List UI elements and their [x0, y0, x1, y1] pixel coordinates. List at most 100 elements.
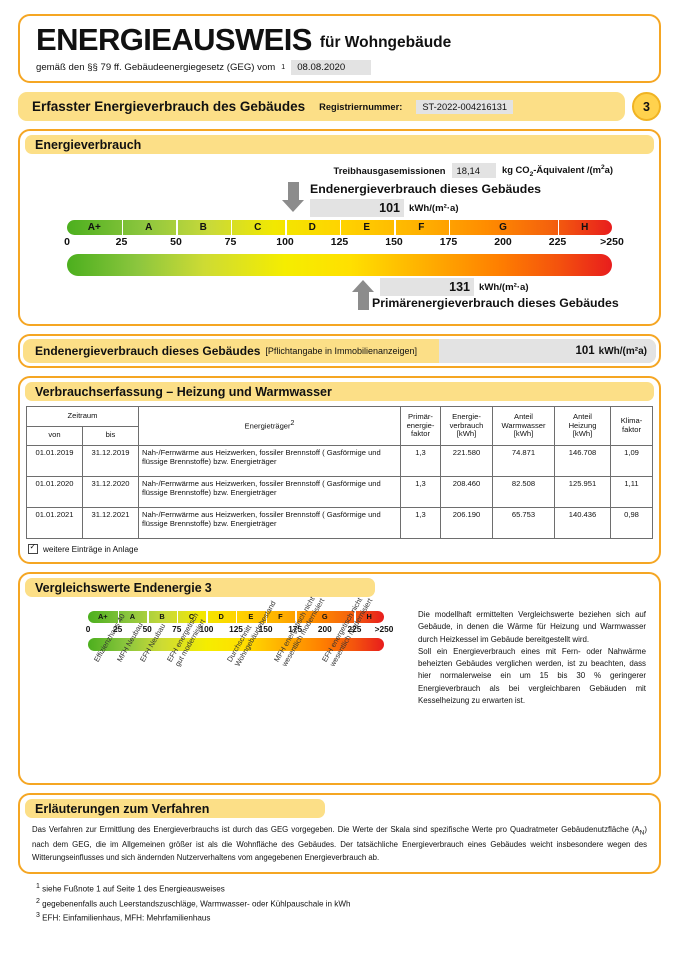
- class-divider: [295, 611, 297, 623]
- th-zeitraum: Zeitraum: [26, 406, 139, 427]
- axis-tick-25: 25: [112, 624, 123, 634]
- th-anteil-warmwasser: Anteil Warmwasser [kWh]: [492, 406, 555, 446]
- footnote-marker: 1: [36, 883, 40, 891]
- axis-tick-50: 50: [142, 624, 152, 634]
- axis-tick-0: 0: [64, 236, 70, 248]
- axis-tick-25: 25: [115, 236, 128, 248]
- table-row: 01.01.2019 31.12.2019 Nah-/Fernwärme aus H…: [26, 445, 653, 477]
- energy-class-D: D: [218, 612, 224, 621]
- energy-class-Aplus: A+: [97, 612, 108, 621]
- comparison-body: A+ A B C D E F G H 0 25 50 75 100 125 150 175 200 225 >250…: [20, 595, 659, 775]
- mandatory-disclosure-value-box: 101 kWh/(m²a): [439, 339, 656, 363]
- emissions-unit-post: -Äquivalent /(m: [533, 163, 601, 175]
- th-energietraeger-text: Energieträger: [244, 421, 291, 431]
- cell-klimafaktor: 1,09: [610, 445, 653, 477]
- primary-energy-value: 131: [380, 278, 474, 296]
- th-anteil-heizung: Anteil Heizung [kWh]: [554, 406, 611, 446]
- additional-entries-note: weitere Einträge in Anlage: [28, 542, 659, 554]
- page-number-badge: 3: [632, 92, 661, 121]
- explanation-heading: Erläuterungen zum Verfahren: [25, 799, 325, 818]
- law-footnote-marker: 1: [281, 64, 286, 71]
- energy-class-A: A: [145, 222, 153, 233]
- consumption-table-section: Verbrauchserfassung – Heizung und Warmwa…: [18, 376, 661, 564]
- cell-bis: 31.12.2021: [82, 507, 139, 539]
- footnote-text: gegebenenfalls auch Leerstandszuschläge,…: [39, 899, 351, 909]
- energy-class-F: F: [418, 222, 425, 233]
- energy-consumption-section: Energieverbrauch Treibhausgasemissionen …: [18, 129, 661, 326]
- law-text: gemäß den §§ 79 ff. Gebäudeenergiegesetz…: [36, 62, 276, 73]
- cell-primaerfaktor: 1,3: [400, 476, 441, 508]
- cell-energietraeger: Nah-/Fernwärme aus Heizwerken, fossiler …: [138, 445, 401, 477]
- emissions-unit-end: a): [604, 163, 613, 175]
- table-row: 01.01.2020 31.12.2020 Nah-/Fernwärme aus H…: [26, 476, 653, 508]
- final-energy-value: 101: [310, 199, 404, 217]
- law-reference: gemäß den §§ 79 ff. Gebäudeenergiegesetz…: [36, 60, 643, 75]
- class-divider: [285, 220, 287, 235]
- axis-tick-75: 75: [224, 236, 237, 248]
- cell-energietraeger: Nah-/Fernwärme aus Heizwerken, fossiler …: [138, 507, 401, 539]
- axis-tick-225: 225: [548, 236, 567, 248]
- energy-class-D: D: [308, 222, 316, 233]
- class-divider: [394, 220, 396, 235]
- cell-heizung: 140.436: [554, 507, 611, 539]
- footnotes: 1 siehe Fußnote 1 auf Seite 1 des Energi…: [36, 882, 661, 924]
- energy-class-G: G: [321, 612, 328, 621]
- cell-primaerfaktor: 1,3: [400, 507, 441, 539]
- cell-bis: 31.12.2020: [82, 476, 139, 508]
- th-von: von: [26, 425, 83, 446]
- class-divider: [121, 220, 124, 235]
- cell-heizung: 146.708: [554, 445, 611, 477]
- axis-tick-0: 0: [85, 624, 91, 634]
- footnote: 3 EFH: Einfamilienhaus, MFH: Mehrfamilie…: [36, 911, 661, 924]
- mandatory-disclosure-bar: Endenergieverbrauch dieses Gebäudes [Pfl…: [23, 339, 656, 363]
- energy-gradient-bar: [67, 254, 612, 276]
- footnote-marker: 2: [36, 897, 40, 905]
- axis-tick-100: 100: [276, 236, 294, 248]
- final-energy-value-row: 101 kWh/(m²·a): [310, 199, 459, 217]
- cell-bis: 31.12.2019: [82, 445, 139, 477]
- class-divider: [339, 220, 342, 235]
- energy-class-E: E: [363, 222, 371, 233]
- primary-energy-caption: Primärenergieverbrauch dieses Gebäudes: [372, 296, 619, 310]
- cell-heizung: 125.951: [554, 476, 611, 508]
- comparison-class-band: A+ A B C D E F G H: [88, 611, 384, 623]
- axis-tick-150: 150: [385, 236, 403, 248]
- comparison-gradient-bar: [88, 638, 384, 651]
- cell-warmwasser: 65.753: [492, 507, 555, 539]
- comparison-scale-axis: 0 25 50 75 100 125 150 175 200 225 >250: [86, 624, 394, 636]
- document-subtitle: für Wohngebäude: [319, 34, 452, 52]
- th-energietraeger-fn: 2: [290, 420, 295, 428]
- axis-tick-200: 200: [317, 624, 332, 634]
- law-date-field: 08.08.2020: [291, 60, 372, 75]
- energy-class-E: E: [248, 612, 254, 621]
- cell-klimafaktor: 1,11: [610, 476, 653, 508]
- energy-consumption-heading: Energieverbrauch: [25, 135, 654, 154]
- cell-warmwasser: 82.508: [492, 476, 555, 508]
- final-energy-arrow-row: Endenergieverbrauch dieses Gebäudes 101 …: [20, 180, 659, 220]
- energy-class-B: B: [199, 222, 207, 233]
- table-subheader-row: von bis: [26, 425, 653, 446]
- primary-energy-unit: kWh/(m²·a): [479, 281, 529, 293]
- class-divider: [176, 220, 178, 235]
- footnote-marker: 3: [36, 912, 40, 920]
- energy-class-C: C: [188, 612, 195, 621]
- axis-tick-gt250: >250: [600, 236, 624, 248]
- final-energy-unit: kWh/(m²·a): [409, 202, 459, 214]
- checkbox-checked-icon[interactable]: [28, 542, 38, 554]
- axis-tick-175: 175: [288, 624, 303, 634]
- explanation-text-part1: Das Verfahren zur Ermittlung des Energie…: [32, 825, 640, 834]
- energy-class-H: H: [366, 612, 372, 621]
- additional-entries-label: weitere Einträge in Anlage: [43, 544, 139, 554]
- energy-class-A: A: [129, 612, 136, 621]
- main-energy-scale: A+ A B C D E F G H 0 25 50 75 100 125 150 175 200 225 >250: [64, 220, 624, 276]
- consumption-table-body: 01.01.2019 31.12.2019 Nah-/Fernwärme aus H…: [26, 445, 653, 539]
- document-title: ENERGIEAUSWEIS: [36, 22, 312, 57]
- emissions-unit: kg CO2-Äquivalent /(m2a): [502, 164, 613, 178]
- footnote: 1 siehe Fußnote 1 auf Seite 1 des Energi…: [36, 882, 661, 895]
- mandatory-disclosure-title: Endenergieverbrauch dieses Gebäudes: [35, 344, 261, 358]
- comparison-heading-text: Vergleichswerte Endenergie: [35, 580, 202, 595]
- cell-energietraeger: Nah-/Fernwärme aus Heizwerken, fossiler …: [138, 476, 401, 508]
- th-bis: bis: [82, 425, 139, 446]
- consumption-table-heading: Verbrauchserfassung – Heizung und Warmwa…: [25, 382, 654, 401]
- emissions-unit-sub: 2: [529, 170, 534, 178]
